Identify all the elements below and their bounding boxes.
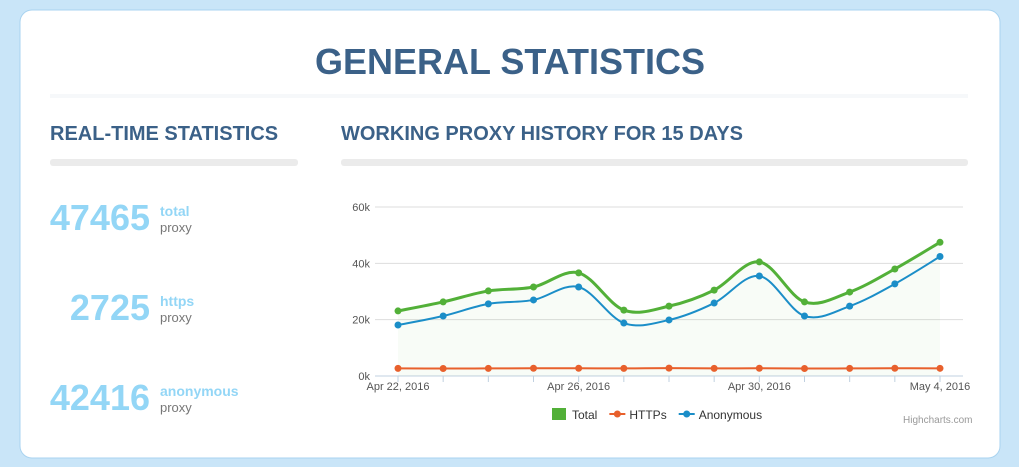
point (439, 298, 447, 306)
divider (341, 159, 968, 166)
point (665, 302, 673, 310)
point (710, 299, 718, 307)
point (575, 283, 583, 291)
stat-value: 47465 (50, 197, 150, 238)
x-tick-label: May 4, 2016 (910, 381, 971, 393)
point (891, 364, 899, 372)
stat-unit: proxy (160, 310, 192, 325)
point (936, 364, 944, 372)
y-tick-label: 60k (352, 202, 370, 214)
point (801, 298, 808, 306)
point (394, 321, 402, 329)
point (846, 364, 854, 372)
legend-marker (683, 410, 691, 418)
chart-title: WORKING PROXY HISTORY FOR 15 DAYS (341, 123, 743, 145)
point (846, 288, 854, 296)
credits: Highcharts.com (903, 415, 972, 426)
point (801, 365, 808, 373)
x-tick-label: Apr 30, 2016 (728, 381, 791, 393)
point (530, 296, 537, 304)
stat-label: https (160, 293, 194, 309)
point (755, 364, 763, 372)
divider (50, 94, 968, 98)
legend-label: HTTPs (629, 408, 666, 422)
point (575, 364, 583, 372)
point (575, 269, 583, 277)
page-title: GENERAL STATISTICS (315, 41, 705, 82)
stat-value: 42416 (50, 377, 150, 418)
point (439, 365, 447, 373)
legend-marker (613, 410, 621, 418)
point (936, 238, 944, 246)
y-tick-label: 0k (358, 371, 370, 383)
stat-label: anonymous (160, 383, 239, 399)
y-tick-label: 20k (352, 315, 370, 327)
point (755, 258, 763, 266)
point (710, 364, 718, 372)
legend-label: Total (572, 408, 597, 422)
legend-marker (552, 408, 566, 420)
legend-label: Anonymous (699, 408, 762, 422)
stat-label: total (160, 203, 190, 219)
divider (50, 159, 298, 166)
point (394, 364, 402, 372)
point (620, 319, 628, 327)
point (665, 364, 673, 372)
point (710, 286, 718, 294)
point (665, 316, 673, 324)
y-tick-label: 40k (352, 258, 370, 270)
point (484, 364, 492, 372)
point (891, 280, 899, 288)
point (620, 364, 628, 372)
point (439, 312, 447, 320)
point (484, 300, 492, 308)
point (620, 306, 628, 314)
stat-value: 2725 (70, 287, 150, 328)
x-tick-label: Apr 26, 2016 (547, 381, 610, 393)
point (936, 253, 944, 261)
point (755, 272, 763, 280)
card (19, 9, 1001, 459)
section-title: REAL-TIME STATISTICS (50, 123, 278, 145)
point (801, 312, 808, 320)
stat-unit: proxy (160, 400, 192, 415)
point (530, 283, 537, 291)
point (394, 307, 402, 315)
stat-unit: proxy (160, 220, 192, 235)
x-tick-label: Apr 22, 2016 (367, 381, 430, 393)
point (484, 287, 492, 295)
point (846, 302, 854, 310)
point (530, 364, 537, 372)
point (891, 265, 899, 273)
